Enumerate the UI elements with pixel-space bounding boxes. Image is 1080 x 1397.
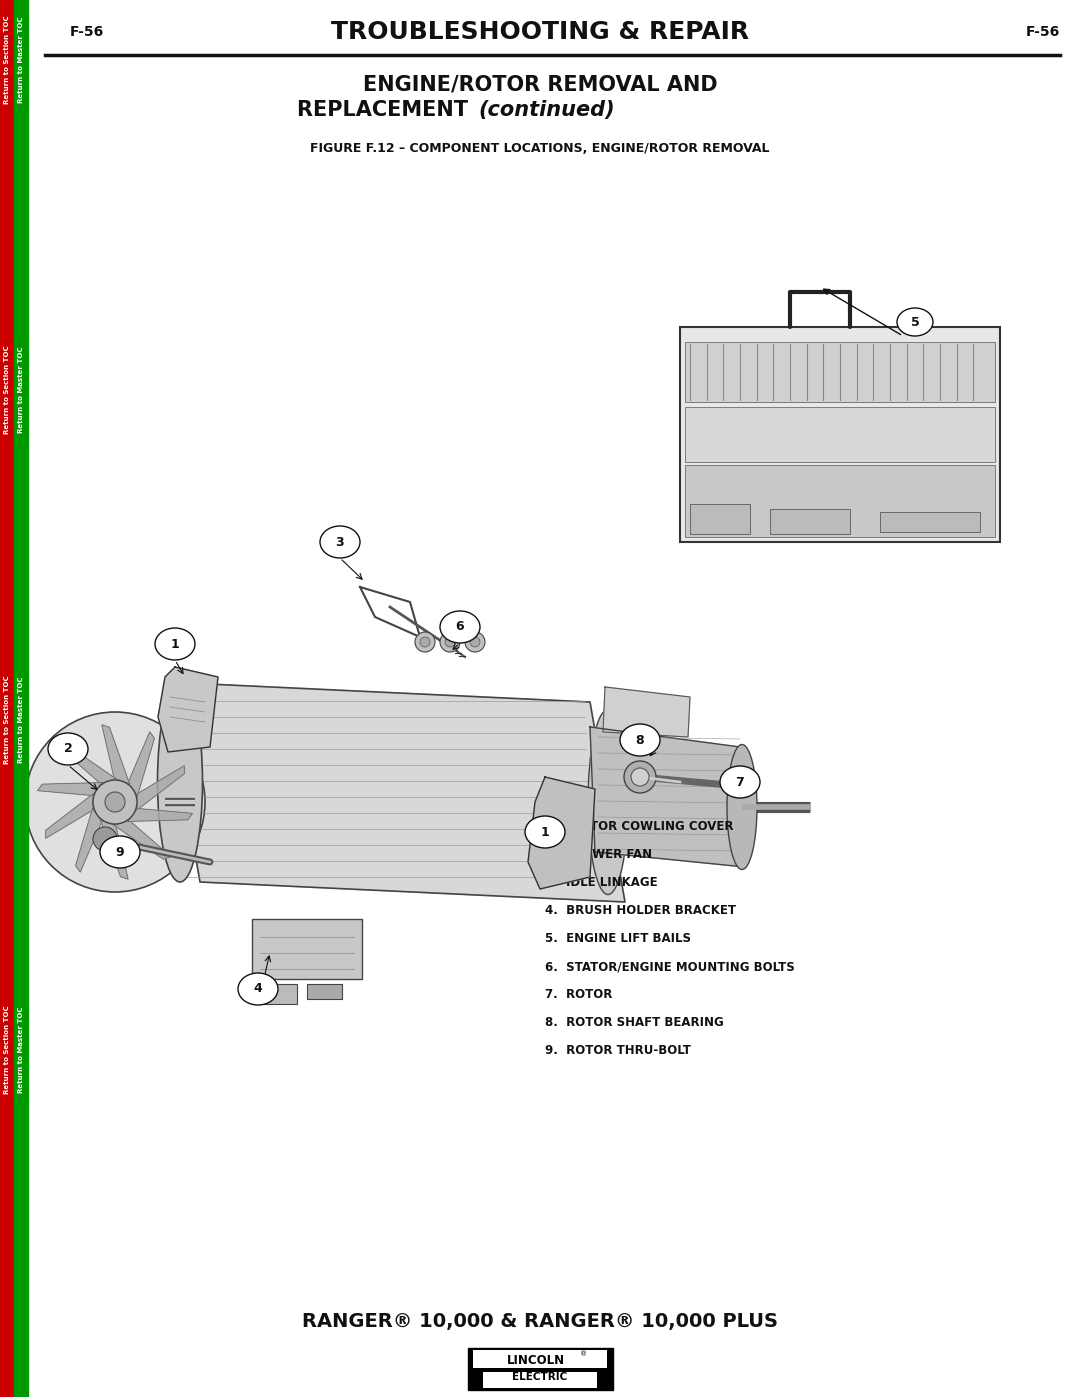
Text: RANGER® 10,000 & RANGER® 10,000 PLUS: RANGER® 10,000 & RANGER® 10,000 PLUS <box>302 1313 778 1331</box>
Bar <box>685 342 995 402</box>
Text: 2: 2 <box>64 742 72 756</box>
Text: 2.  BLOWER FAN: 2. BLOWER FAN <box>545 848 652 862</box>
Ellipse shape <box>48 733 87 766</box>
Circle shape <box>420 637 430 647</box>
Circle shape <box>465 631 485 652</box>
Text: Return to Section TOC: Return to Section TOC <box>4 676 10 764</box>
Text: Return to Master TOC: Return to Master TOC <box>18 346 24 433</box>
Bar <box>307 983 342 999</box>
Bar <box>685 465 995 536</box>
Text: 8.  ROTOR SHAFT BEARING: 8. ROTOR SHAFT BEARING <box>545 1017 724 1030</box>
Bar <box>14 0 28 1397</box>
Ellipse shape <box>631 768 649 787</box>
Circle shape <box>445 637 455 647</box>
Text: 7.  ROTOR: 7. ROTOR <box>545 989 612 1002</box>
Ellipse shape <box>158 682 203 882</box>
Ellipse shape <box>440 610 480 643</box>
Ellipse shape <box>100 835 140 868</box>
Ellipse shape <box>624 761 656 793</box>
Ellipse shape <box>525 816 565 848</box>
Bar <box>468 1348 612 1390</box>
Text: 9: 9 <box>116 845 124 859</box>
Text: Return to Section TOC: Return to Section TOC <box>4 1006 10 1094</box>
Text: FIGURE F.12 – COMPONENT LOCATIONS, ENGINE/ROTOR REMOVAL: FIGURE F.12 – COMPONENT LOCATIONS, ENGIN… <box>310 141 770 155</box>
Ellipse shape <box>620 724 660 756</box>
Polygon shape <box>590 726 745 868</box>
Bar <box>252 919 362 979</box>
Polygon shape <box>603 687 690 738</box>
Text: 1.  STATOR COWLING COVER: 1. STATOR COWLING COVER <box>545 820 733 834</box>
Bar <box>45 298 1059 1118</box>
Circle shape <box>470 637 480 647</box>
Text: 6.  STATOR/ENGINE MOUNTING BOLTS: 6. STATOR/ENGINE MOUNTING BOLTS <box>545 961 795 974</box>
Ellipse shape <box>320 527 360 557</box>
Text: 5: 5 <box>910 316 919 328</box>
Bar <box>770 509 850 534</box>
Text: F-56: F-56 <box>70 25 105 39</box>
Polygon shape <box>76 809 102 872</box>
Polygon shape <box>528 777 595 888</box>
Text: 9.  ROTOR THRU-BOLT: 9. ROTOR THRU-BOLT <box>545 1045 691 1058</box>
Ellipse shape <box>588 710 627 894</box>
Text: 6: 6 <box>456 620 464 633</box>
Ellipse shape <box>897 307 933 337</box>
Ellipse shape <box>238 972 278 1004</box>
Circle shape <box>93 827 117 851</box>
Polygon shape <box>45 793 93 838</box>
Polygon shape <box>38 782 102 795</box>
Polygon shape <box>129 732 154 795</box>
Bar <box>880 511 980 532</box>
Polygon shape <box>59 745 116 784</box>
Circle shape <box>105 792 125 812</box>
Circle shape <box>415 631 435 652</box>
Polygon shape <box>129 809 192 821</box>
Bar <box>690 504 750 534</box>
Text: 4: 4 <box>254 982 262 996</box>
Text: ENGINE/ROTOR REMOVAL AND: ENGINE/ROTOR REMOVAL AND <box>363 75 717 95</box>
Text: (continued): (continued) <box>478 101 615 120</box>
Text: F-56: F-56 <box>1026 25 1059 39</box>
Polygon shape <box>114 820 171 859</box>
Circle shape <box>93 780 137 824</box>
Text: 5.  ENGINE LIFT BAILS: 5. ENGINE LIFT BAILS <box>545 933 691 946</box>
Circle shape <box>25 712 205 893</box>
Polygon shape <box>158 666 218 752</box>
Text: Return to Master TOC: Return to Master TOC <box>18 1007 24 1094</box>
Circle shape <box>440 631 460 652</box>
Bar <box>257 983 297 1004</box>
Text: TROUBLESHOOTING & REPAIR: TROUBLESHOOTING & REPAIR <box>330 20 750 43</box>
Polygon shape <box>100 820 129 879</box>
Polygon shape <box>165 682 625 902</box>
Text: 8: 8 <box>636 733 645 746</box>
Text: 3.  IDLE LINKAGE: 3. IDLE LINKAGE <box>545 876 658 890</box>
Text: 4.  BRUSH HOLDER BRACKET: 4. BRUSH HOLDER BRACKET <box>545 904 735 918</box>
Bar <box>685 407 995 462</box>
Text: REPLACEMENT: REPLACEMENT <box>297 101 475 120</box>
Text: Return to Section TOC: Return to Section TOC <box>4 345 10 434</box>
Bar <box>680 327 1000 542</box>
Text: Return to Master TOC: Return to Master TOC <box>18 676 24 763</box>
Text: ®: ® <box>580 1351 588 1356</box>
Text: Return to Section TOC: Return to Section TOC <box>4 15 10 105</box>
Text: ELECTRIC: ELECTRIC <box>512 1372 568 1382</box>
Text: 3: 3 <box>336 535 345 549</box>
Polygon shape <box>102 725 130 784</box>
Polygon shape <box>137 766 185 810</box>
Text: 7: 7 <box>735 775 744 788</box>
Ellipse shape <box>727 745 757 869</box>
Bar <box>473 1350 607 1368</box>
Bar <box>484 1372 596 1389</box>
Text: Return to Master TOC: Return to Master TOC <box>18 17 24 103</box>
Text: LINCOLN: LINCOLN <box>507 1355 565 1368</box>
Text: 1: 1 <box>541 826 550 838</box>
Text: 1: 1 <box>171 637 179 651</box>
Ellipse shape <box>156 629 195 659</box>
Bar <box>0 0 14 1397</box>
Ellipse shape <box>720 766 760 798</box>
